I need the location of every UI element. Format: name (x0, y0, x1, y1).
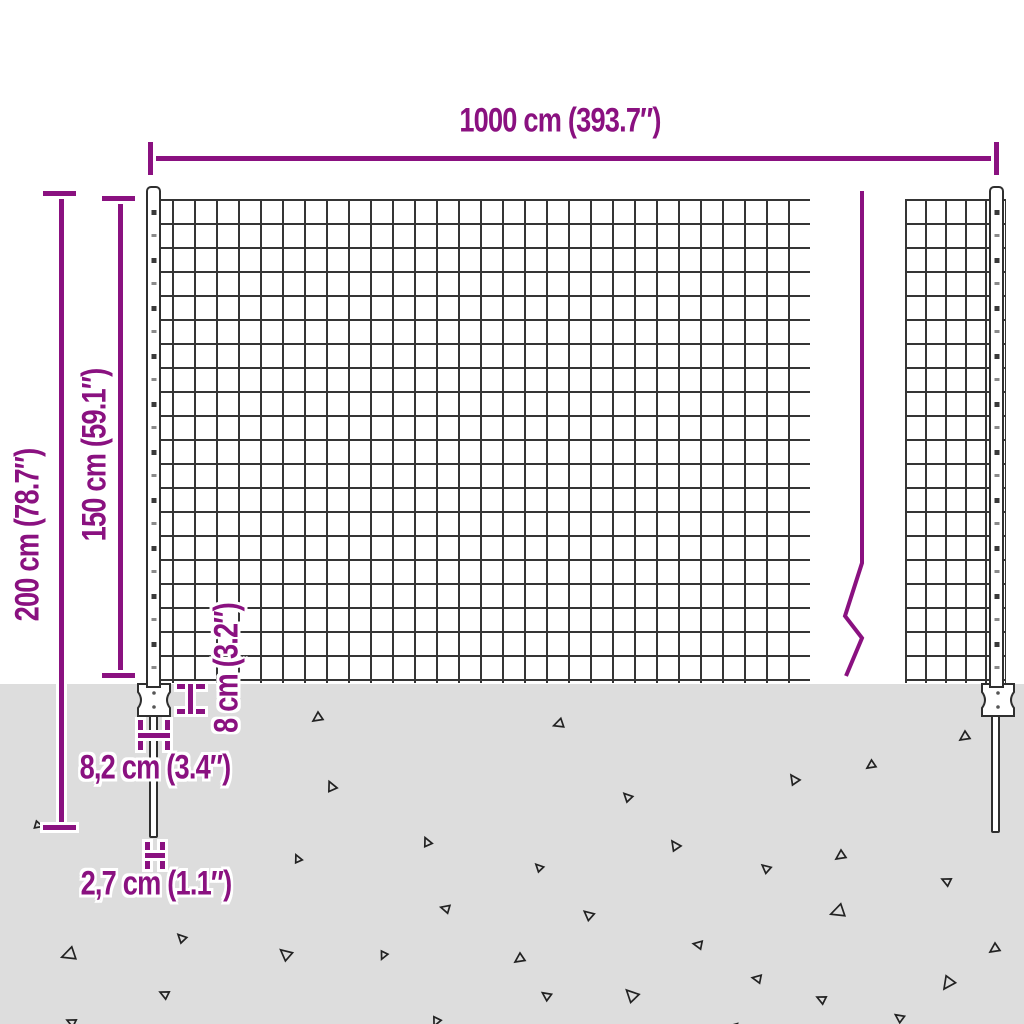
debris-triangle-icon (815, 996, 828, 1006)
clearance-label: 8 cm (3.2″) (207, 603, 246, 733)
total-height-dimension-label: 200 cm (78.7″) (8, 448, 47, 622)
debris-triangle-icon (327, 779, 339, 793)
debris-triangle-icon (551, 716, 565, 728)
width-dimension-cap-left (148, 142, 153, 175)
debris-triangle-icon (988, 941, 1002, 954)
total-height-dimension-cap-top (43, 191, 76, 196)
debris-triangle-icon (622, 792, 635, 804)
debris-triangle-icon (893, 1013, 907, 1024)
debris-triangle-icon (158, 991, 171, 1001)
debris-triangle-icon (865, 758, 878, 770)
width-dimension-label: 1000 cm (393.7″) (459, 101, 661, 140)
width-dimension-line (150, 156, 997, 161)
debris-triangle-icon (540, 991, 554, 1003)
debris-triangle-icon (176, 933, 189, 945)
debris-triangle-icon (279, 948, 295, 963)
fence-post-right (989, 186, 1004, 688)
debris-triangle-icon (750, 973, 763, 985)
fence-height-dimension-label: 150 cm (59.1″) (75, 368, 114, 542)
debris-triangle-icon (789, 773, 802, 787)
plate-width-label: 8,2 cm (3.4″) (79, 748, 232, 787)
total-height-dimension-cap-bottom (43, 825, 76, 830)
debris-triangle-icon (513, 951, 527, 964)
debris-triangle-icon (691, 939, 704, 951)
fence-height-dimension-cap-bottom (102, 673, 135, 678)
spike-width-label: 2,7 cm (1.1″) (80, 864, 233, 903)
plate-width-marker-stem (138, 733, 170, 738)
width-dimension-cap-right (994, 142, 999, 175)
debris-triangle-icon (534, 862, 546, 874)
ground (0, 684, 1024, 1024)
total-height-dimension-line (59, 193, 64, 830)
debris-triangle-icon (828, 902, 847, 917)
debris-triangle-icon (834, 848, 848, 861)
debris-triangle-icon (625, 988, 641, 1005)
debris-triangle-icon (958, 729, 972, 742)
anchor-plate-right-icon (981, 683, 1015, 717)
debris-triangle-icon (760, 863, 773, 876)
fence-height-dimension-line (118, 198, 123, 676)
fence-mesh-main (150, 199, 810, 683)
spike-width-marker-stem (145, 853, 165, 858)
debris-triangle-icon (33, 819, 45, 830)
fence-post-left (146, 186, 161, 688)
debris-triangle-icon (423, 835, 434, 849)
debris-triangle-icon (438, 904, 452, 915)
debris-triangle-icon (942, 974, 958, 991)
debris-triangle-icon (582, 910, 596, 923)
debris-triangle-icon (294, 853, 304, 865)
debris-triangle-icon (940, 878, 953, 888)
debris-triangle-icon (380, 949, 390, 961)
debris-triangle-icon (311, 710, 325, 723)
clearance-marker-stem (188, 684, 193, 714)
debris-triangle-icon (670, 839, 683, 853)
debris-triangle-icon (59, 945, 78, 960)
fence-height-dimension-cap-top (102, 196, 135, 201)
anchor-plate-left-icon (137, 683, 171, 717)
debris-triangle-icon (433, 1015, 443, 1024)
